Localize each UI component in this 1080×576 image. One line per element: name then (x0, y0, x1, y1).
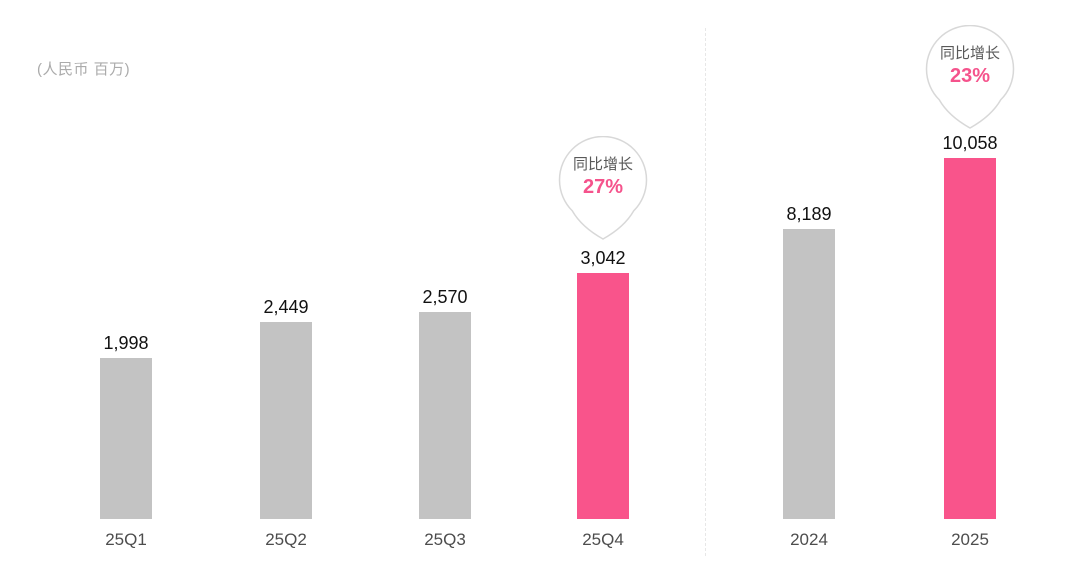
bar-value-label: 1,998 (103, 333, 149, 353)
bar-value-label: 2,449 (263, 297, 309, 317)
bar-25q2 (260, 322, 312, 519)
bar-group-25q1: 1,998 25Q1 (100, 333, 152, 549)
callout-label: 同比增长 (572, 155, 633, 173)
teardrop-balloon-icon (558, 136, 648, 240)
callout-label: 同比增长 (939, 44, 1000, 62)
callout-text: 同比增长 23% (924, 25, 1016, 130)
section-divider (705, 28, 706, 556)
bar-2024 (783, 229, 835, 519)
callout-percent: 27% (582, 175, 624, 198)
bar-group-25q3: 2,570 25Q3 (419, 287, 471, 549)
bar-value-label: 3,042 (580, 248, 626, 268)
bar-value-label: 8,189 (786, 204, 832, 224)
growth-callout-25q4: 同比增长 27% (557, 136, 649, 241)
bar-group-2024: 8,189 2024 (783, 204, 835, 549)
bar-25q3 (419, 312, 471, 519)
x-axis-label-25q1: 25Q1 (105, 530, 147, 549)
x-axis-label-25q3: 25Q3 (424, 530, 466, 549)
bar-25q1 (100, 358, 152, 519)
x-axis-label-25q4: 25Q4 (582, 530, 624, 549)
bar-25q4-highlight (577, 273, 629, 519)
bar-group-25q2: 2,449 25Q2 (260, 297, 312, 549)
x-axis-label-2024: 2024 (790, 530, 828, 549)
callout-text: 同比增长 27% (557, 136, 649, 241)
x-axis-label-2025: 2025 (951, 530, 989, 549)
bar-group-2025: 10,058 2025 (942, 133, 997, 549)
callout-percent: 23% (949, 64, 991, 87)
bar-value-label: 2,570 (422, 287, 468, 307)
bar-value-label: 10,058 (942, 133, 998, 153)
bar-group-25q4: 3,042 25Q4 (577, 248, 629, 549)
unit-note: (人民币 百万) (37, 61, 131, 78)
bar-2025-highlight (944, 158, 996, 519)
teardrop-balloon-icon (925, 25, 1015, 129)
x-axis-label-25q2: 25Q2 (265, 530, 307, 549)
growth-callout-2025: 同比增长 23% (924, 25, 1016, 130)
